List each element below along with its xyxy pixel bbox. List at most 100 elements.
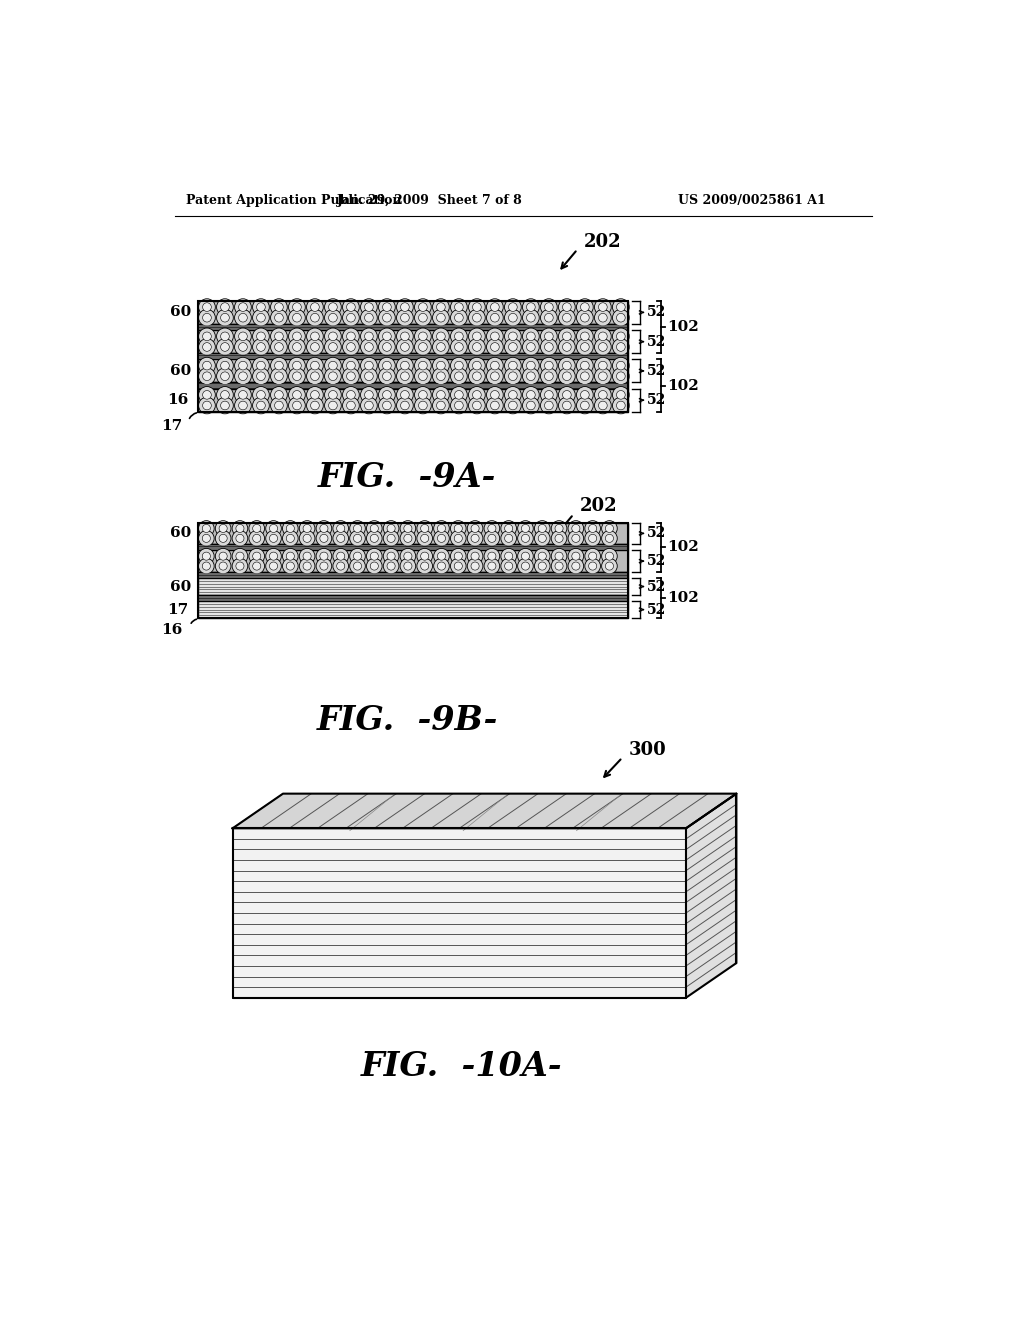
Circle shape: [253, 309, 269, 326]
Circle shape: [270, 358, 288, 374]
Text: 102: 102: [668, 591, 699, 605]
Circle shape: [199, 520, 214, 536]
Bar: [198, 544, 628, 550]
Bar: [198, 601, 628, 618]
Circle shape: [400, 520, 416, 536]
Circle shape: [203, 535, 210, 543]
Circle shape: [612, 309, 629, 326]
Circle shape: [484, 531, 500, 546]
Circle shape: [539, 535, 547, 543]
Circle shape: [400, 401, 410, 409]
Circle shape: [396, 397, 414, 413]
Circle shape: [551, 558, 567, 574]
Circle shape: [522, 397, 540, 413]
Circle shape: [293, 401, 301, 409]
Text: 16: 16: [167, 393, 188, 407]
Circle shape: [616, 391, 626, 399]
Circle shape: [612, 339, 629, 355]
Circle shape: [595, 397, 611, 413]
Circle shape: [558, 397, 575, 413]
Circle shape: [451, 531, 466, 546]
Circle shape: [203, 313, 211, 322]
Circle shape: [421, 552, 429, 560]
Circle shape: [585, 531, 600, 546]
Circle shape: [365, 362, 374, 370]
Circle shape: [234, 368, 251, 384]
Circle shape: [472, 401, 481, 409]
Circle shape: [419, 362, 427, 370]
Circle shape: [283, 520, 298, 536]
Circle shape: [612, 358, 629, 374]
Circle shape: [505, 524, 513, 532]
Circle shape: [274, 302, 284, 312]
Circle shape: [562, 313, 571, 322]
Circle shape: [203, 302, 211, 312]
Circle shape: [595, 368, 611, 384]
Circle shape: [257, 343, 265, 351]
Circle shape: [257, 313, 265, 322]
Circle shape: [293, 391, 301, 399]
Circle shape: [306, 397, 324, 413]
Circle shape: [319, 524, 328, 532]
Circle shape: [274, 362, 284, 370]
Circle shape: [595, 329, 611, 345]
Circle shape: [269, 552, 278, 560]
Circle shape: [598, 391, 607, 399]
Circle shape: [306, 339, 324, 355]
Circle shape: [451, 520, 466, 536]
Circle shape: [501, 531, 516, 546]
Circle shape: [316, 548, 332, 564]
Circle shape: [595, 387, 611, 403]
Circle shape: [257, 333, 265, 341]
Circle shape: [505, 562, 513, 570]
Circle shape: [419, 313, 427, 322]
Circle shape: [505, 309, 521, 326]
Circle shape: [365, 333, 374, 341]
Circle shape: [400, 558, 416, 574]
Circle shape: [541, 339, 557, 355]
Circle shape: [293, 343, 301, 351]
Circle shape: [253, 535, 261, 543]
Circle shape: [415, 387, 431, 403]
Circle shape: [545, 372, 553, 380]
Bar: [198, 383, 628, 388]
Circle shape: [419, 391, 427, 399]
Circle shape: [220, 313, 229, 322]
Circle shape: [472, 302, 481, 312]
Bar: [198, 301, 628, 323]
Bar: [198, 330, 628, 354]
Circle shape: [232, 531, 248, 546]
Circle shape: [571, 552, 580, 560]
Circle shape: [310, 343, 319, 351]
Circle shape: [487, 552, 496, 560]
Circle shape: [555, 562, 563, 570]
Text: FIG.  -9B-: FIG. -9B-: [316, 704, 498, 737]
Circle shape: [403, 552, 412, 560]
Circle shape: [436, 333, 445, 341]
Circle shape: [310, 313, 319, 322]
Circle shape: [269, 524, 278, 532]
Circle shape: [541, 309, 557, 326]
Bar: [198, 523, 628, 618]
Circle shape: [434, 558, 450, 574]
Circle shape: [545, 343, 553, 351]
Circle shape: [232, 548, 248, 564]
Text: 202: 202: [580, 498, 617, 515]
Circle shape: [522, 339, 540, 355]
Circle shape: [562, 391, 571, 399]
Circle shape: [270, 397, 288, 413]
Circle shape: [400, 391, 410, 399]
Circle shape: [400, 343, 410, 351]
Circle shape: [360, 329, 377, 345]
Circle shape: [383, 372, 391, 380]
Circle shape: [274, 391, 284, 399]
Circle shape: [325, 397, 341, 413]
Circle shape: [379, 358, 395, 374]
Circle shape: [199, 397, 215, 413]
Circle shape: [219, 552, 227, 560]
Circle shape: [203, 372, 211, 380]
Circle shape: [283, 558, 298, 574]
Circle shape: [526, 362, 536, 370]
Circle shape: [589, 552, 597, 560]
Circle shape: [568, 548, 584, 564]
